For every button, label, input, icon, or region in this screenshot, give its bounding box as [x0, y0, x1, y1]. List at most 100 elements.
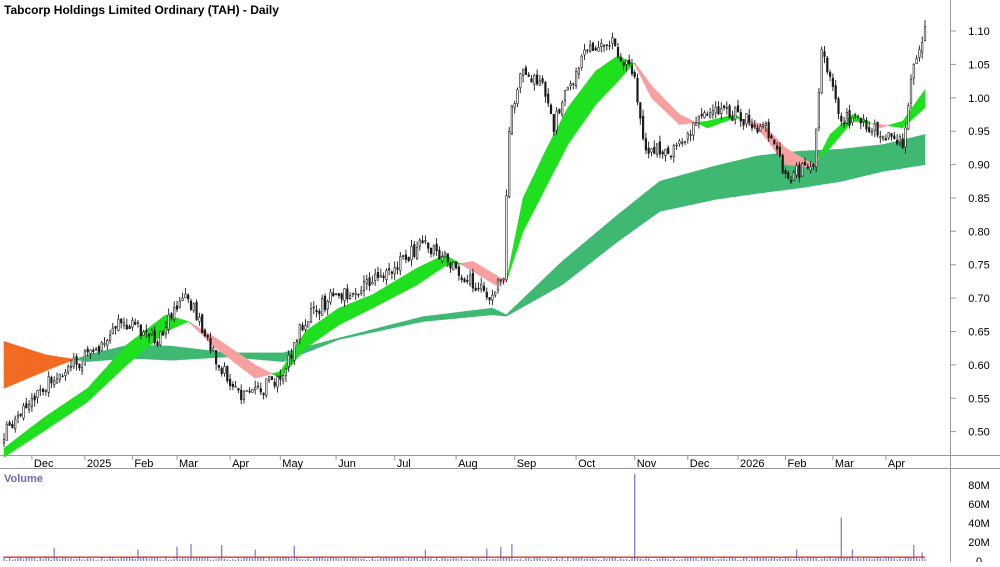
candle-body	[295, 340, 299, 342]
candle-body	[616, 47, 620, 57]
short-term-band-segment	[419, 264, 423, 284]
candle-body	[229, 378, 232, 386]
candle-body	[748, 114, 751, 123]
candle-body	[912, 64, 915, 79]
long-term-band-segment	[631, 200, 636, 232]
long-term-band-segment	[561, 258, 566, 286]
candle-body	[33, 395, 36, 401]
short-term-band-segment	[567, 103, 571, 146]
short-term-band-segment	[39, 417, 44, 434]
long-term-band-segment	[17, 345, 22, 383]
candle-body	[50, 376, 53, 384]
candle-body	[145, 330, 148, 332]
candle-body	[223, 366, 226, 374]
long-term-band-segment	[388, 324, 393, 330]
candle-body	[803, 162, 807, 166]
candle-body	[432, 245, 435, 255]
short-term-band-segment	[704, 120, 708, 129]
short-term-band-segment	[90, 381, 94, 400]
candle-body	[496, 279, 500, 291]
candle-body	[586, 49, 589, 52]
candle-body	[837, 98, 840, 114]
long-term-band-segment	[464, 310, 468, 318]
candle-body	[764, 122, 767, 126]
candle-body	[736, 105, 740, 112]
candle-body	[527, 74, 530, 77]
candle-body	[594, 47, 597, 51]
long-term-band-segment	[201, 349, 206, 359]
x-tick-label: 2026	[740, 458, 764, 470]
y-tick-label: 0.60	[968, 360, 989, 372]
candle-body	[851, 117, 854, 124]
candle-body	[669, 155, 673, 158]
short-term-band-segment	[586, 77, 591, 118]
short-term-band-segment	[391, 280, 396, 299]
short-term-band-segment	[475, 262, 479, 276]
short-term-band-segment	[377, 289, 382, 306]
candle-body	[494, 291, 497, 296]
short-term-band-segment	[73, 395, 77, 412]
candle-body	[650, 148, 653, 153]
short-term-band-segment	[62, 402, 66, 420]
short-term-band-segment	[79, 391, 83, 408]
candle-body	[815, 128, 818, 168]
candle-body	[544, 82, 547, 97]
long-term-band-segment	[746, 157, 750, 196]
short-term-band-segment	[330, 311, 334, 332]
candle-body	[859, 117, 862, 124]
candle-body	[131, 319, 134, 328]
candle-body	[722, 105, 726, 108]
candle-body	[717, 106, 720, 115]
short-term-band-segment	[433, 258, 437, 275]
candle-body	[332, 292, 335, 297]
candle-body	[513, 103, 516, 109]
long-term-band-segment	[39, 352, 44, 374]
long-term-band-segment	[866, 145, 870, 176]
long-term-band-segment	[355, 332, 359, 337]
long-term-band-segment	[154, 345, 158, 360]
long-term-band-segment	[3, 341, 8, 389]
candle-body	[898, 136, 901, 143]
price-y-axis: 0.50 0.55 0.60 0.65 0.70 0.75 0.80 0.85 0.90 0.95…	[950, 26, 990, 439]
candle-body	[809, 166, 812, 171]
long-term-band-segment	[556, 263, 560, 289]
candle-body	[775, 145, 779, 150]
short-term-band-segment	[107, 362, 111, 384]
long-term-band-segment	[475, 309, 479, 317]
short-term-band-segment	[422, 263, 426, 282]
long-term-band-segment	[718, 164, 722, 200]
long-term-band-segment	[768, 153, 772, 193]
short-term-band-segment	[338, 306, 343, 326]
candle-body	[767, 122, 770, 139]
short-term-band-segment	[570, 99, 574, 142]
candle-body	[834, 85, 837, 100]
short-term-band-segment	[480, 265, 485, 279]
short-term-band-segment	[93, 378, 97, 397]
long-term-band-segment	[642, 191, 647, 224]
long-term-band-segment	[603, 223, 608, 253]
short-term-band-segment	[249, 360, 253, 377]
candle-body	[365, 279, 368, 284]
long-term-band-segment	[20, 346, 24, 382]
candle-body	[340, 293, 343, 300]
candle-body	[734, 107, 737, 120]
candle-body	[326, 300, 329, 310]
candle-body	[421, 240, 424, 244]
candle-body	[597, 47, 600, 52]
long-term-band-segment	[352, 333, 357, 337]
long-term-band-segment	[101, 350, 105, 361]
short-term-band-segment	[176, 317, 181, 327]
candle-body	[720, 108, 723, 114]
candle-body	[449, 262, 452, 269]
long-term-band-segment	[394, 322, 398, 328]
candle-body	[148, 333, 151, 337]
short-term-band-segment	[132, 337, 136, 361]
long-term-band-segment	[729, 161, 733, 198]
long-term-band-segment	[620, 209, 624, 240]
long-term-band-segment	[447, 312, 451, 320]
long-term-band-segment	[265, 352, 270, 361]
long-term-band-segment	[65, 357, 69, 364]
candle-body	[519, 73, 522, 89]
long-term-band-segment	[533, 284, 538, 301]
candle-body	[318, 310, 321, 315]
